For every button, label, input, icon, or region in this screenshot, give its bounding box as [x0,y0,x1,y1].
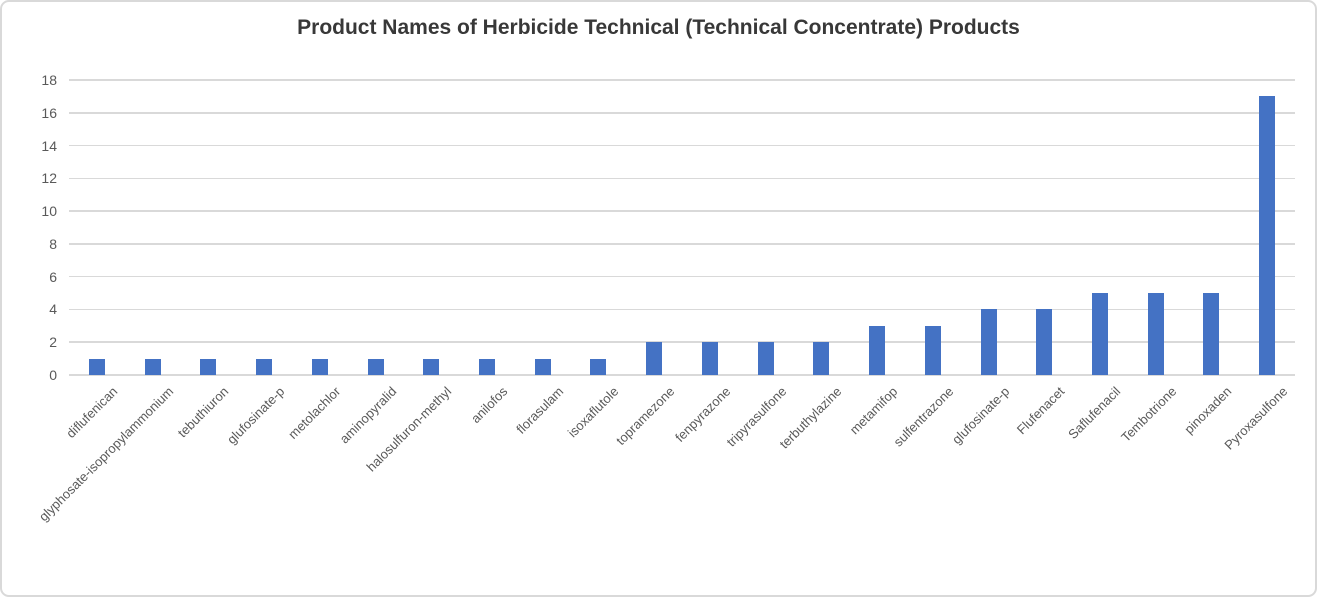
bar-terbuthylazine [813,342,830,375]
bar-tripyrasulfone [757,342,774,375]
bar-tebuthiuron [200,358,217,375]
gridline [69,112,1295,114]
y-tick-label: 8 [49,235,57,252]
bar-Saflufenacil [1091,293,1108,375]
bar-halosulfuron-methyl [423,358,440,375]
y-tick-label: 6 [49,268,57,285]
gridline [69,177,1295,180]
chart-title: Product Names of Herbicide Technical (Te… [297,16,1020,39]
gridline [69,79,1295,81]
gridline [69,341,1295,343]
bar-aminopyralid [367,358,384,375]
bar-sulfentrazone [924,325,941,375]
bar-topramezone [646,342,663,375]
bar-pinoxaden [1203,293,1220,375]
plot-area: 0 2 4 6 8 10 12 14 16 18 diflufenican glyphosate-i… [36,72,1295,524]
bar-Flufenacet [1036,309,1053,375]
gridline [69,243,1295,245]
bar-diflufenican [88,358,105,375]
bar-metolachlor [311,358,328,375]
bar-anilofos [478,358,495,375]
gridline [69,144,1295,147]
bar-isoxaflutole [590,358,607,375]
bar-Tembotrione [1147,293,1164,375]
y-tick-label: 2 [49,334,57,351]
bar-glyphosate-isopropylammonium [144,358,161,375]
bar-glufosinate-p [980,309,997,375]
bar-florasulam [534,358,551,375]
y-tick-label: 14 [41,137,57,154]
gridline [69,374,1295,376]
bar-fenpyrazone [701,342,718,375]
bar-Pyroxasulfone [1259,96,1276,375]
y-tick-label: 0 [49,367,57,383]
y-tick-label: 18 [41,72,57,88]
y-tick-label: 16 [41,104,57,121]
y-tick-label: 10 [41,203,57,220]
y-tick-label: 4 [49,301,57,318]
gridline [69,275,1295,278]
bar-glufosinate-p [256,358,273,375]
bar-metamifop [869,325,886,375]
gridline [69,308,1295,311]
gridline [69,210,1295,212]
y-tick-label: 12 [41,170,57,187]
